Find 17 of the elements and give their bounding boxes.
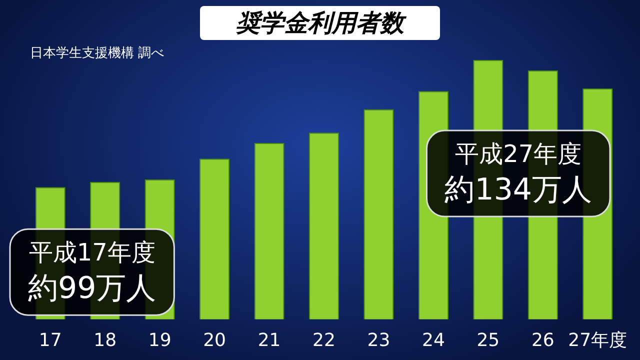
annotation: 約99万人 — [28, 270, 156, 306]
x-tick-label: 24 — [422, 330, 445, 351]
chart-subtitle: 日本学生支援機構 調べ — [30, 45, 164, 62]
x-tick-label: 26 — [531, 330, 554, 351]
chart-title: 奨学金利用者数 — [200, 6, 440, 40]
annotation: 約134万人 — [444, 172, 592, 208]
annotation: 平成17年度 — [28, 238, 156, 266]
x-tick-label: 18 — [94, 330, 117, 351]
x-tick-label: 27年度 — [568, 330, 628, 351]
x-tick-label: 21 — [258, 330, 281, 351]
x-tick-label: 25 — [476, 330, 500, 351]
x-tick-label: 22 — [312, 330, 336, 351]
annotation: 平成27年度 — [455, 140, 582, 168]
x-tick-label: 17 — [38, 330, 62, 351]
x-tick-label: 23 — [367, 330, 390, 351]
x-tick-label: 20 — [203, 330, 226, 351]
x-tick-label: 19 — [148, 330, 172, 351]
